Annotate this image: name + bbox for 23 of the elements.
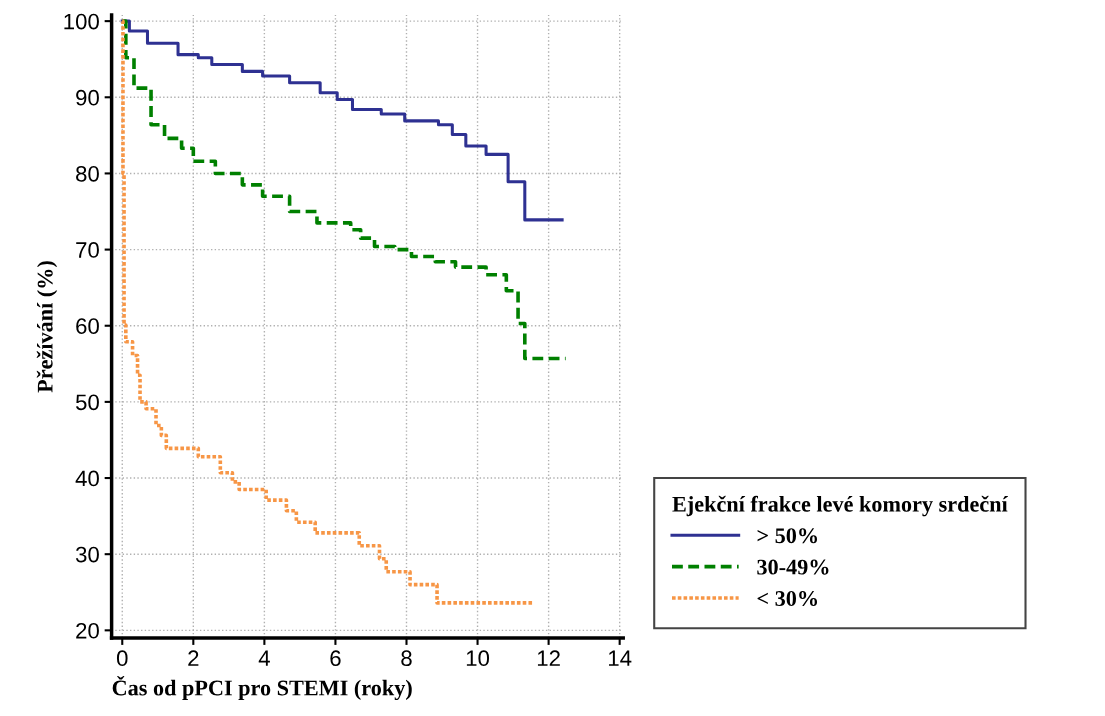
x-tick-label: 6 <box>330 650 341 667</box>
y-tick-label: 90 <box>76 89 99 106</box>
y-tick-label: 50 <box>75 394 99 411</box>
x-tick-label: 8 <box>401 650 412 667</box>
x-tick-label: 4 <box>258 650 270 666</box>
x-tick-label: 14 <box>609 650 632 666</box>
x-tick-label: 0 <box>116 650 128 667</box>
y-tick-label: 20 <box>76 622 99 639</box>
y-tick-label: 30 <box>75 546 99 563</box>
x-tick-label: 12 <box>537 650 560 666</box>
x-axis-title: Čas od pPCI pro STEMI (roky) <box>112 676 412 701</box>
legend-label: > 50% <box>757 528 818 544</box>
y-tick-label: 60 <box>76 318 99 335</box>
legend-label: < 30% <box>757 590 818 607</box>
y-tick-label: 100 <box>64 13 99 30</box>
y-tick-label: 40 <box>75 470 99 487</box>
y-tick-label: 70 <box>76 242 99 258</box>
y-tick-label: 80 <box>76 165 99 182</box>
x-tick-label: 10 <box>466 650 490 667</box>
legend-label: 30-49% <box>757 559 829 575</box>
legend-title: Ejekční frakce levé komory srdeční <box>672 495 1008 517</box>
y-axis-title: Přežívání (%) <box>36 261 58 393</box>
x-tick-label: 2 <box>188 650 199 666</box>
